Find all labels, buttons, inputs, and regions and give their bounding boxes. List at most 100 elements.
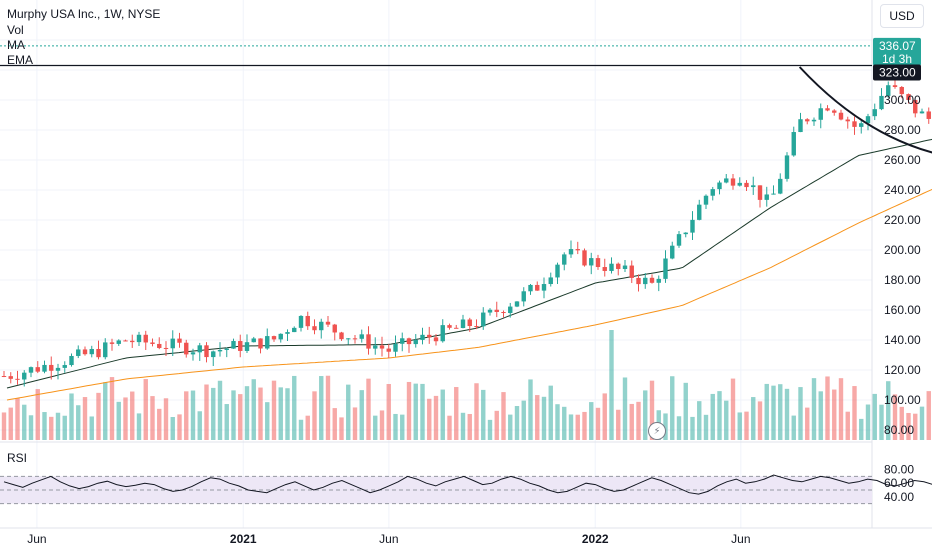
- volume-bar: [521, 400, 526, 440]
- candle-body: [697, 204, 702, 220]
- time-tick-label: 2022: [582, 532, 609, 546]
- volume-bar: [582, 411, 587, 440]
- volume-bar: [568, 414, 574, 440]
- chart-drawings: [0, 45, 932, 154]
- candle-body: [184, 342, 189, 355]
- volume-bar: [231, 390, 236, 440]
- candle-body: [575, 249, 580, 251]
- candle-body: [373, 345, 378, 349]
- volume-bar: [184, 391, 189, 440]
- candle-body: [845, 119, 850, 122]
- volume-bar: [805, 407, 810, 440]
- candle-body: [805, 119, 810, 122]
- candle-body: [103, 342, 108, 358]
- volume-bar: [170, 417, 175, 440]
- volume-bar: [643, 390, 648, 440]
- volume-bar: [89, 416, 94, 440]
- volume-bar: [548, 385, 553, 440]
- candle-body: [82, 349, 88, 355]
- volume-bar: [636, 401, 641, 440]
- candle-body: [1, 376, 7, 377]
- candle-body: [474, 326, 479, 328]
- candle-body: [204, 345, 209, 358]
- level-price-tag: [873, 64, 921, 81]
- candle-body: [521, 291, 526, 302]
- volume-bar: [589, 402, 594, 440]
- price-tick-label: 160.00: [884, 303, 921, 317]
- time-tick-label: 2021: [230, 532, 257, 546]
- volume-bar: [366, 378, 371, 440]
- volume-bar: [238, 394, 243, 440]
- price-axis[interactable]: 80.00 100.00 120.00 140.00 160.00 180.00 200.0…: [884, 93, 921, 504]
- volume-bar: [629, 403, 634, 440]
- volume-bar: [55, 412, 61, 440]
- candle-body: [116, 340, 121, 344]
- cup-arc: [798, 66, 932, 154]
- volume-bar: [116, 401, 121, 440]
- volume-bar: [413, 383, 418, 440]
- volume-bar: [737, 412, 742, 440]
- volume-bar: [143, 379, 148, 440]
- candlesticks: [1, 78, 931, 387]
- candle-body: [825, 108, 830, 111]
- volume-bar: [35, 389, 40, 440]
- candle-body: [899, 86, 904, 95]
- volume-bar: [764, 383, 769, 440]
- candle-body: [89, 348, 94, 355]
- volume-bar: [845, 411, 850, 440]
- candle-body: [197, 345, 202, 353]
- candle-body: [535, 284, 540, 291]
- volume-bar: [251, 379, 256, 440]
- volume-bar: [825, 376, 830, 440]
- rsi-label[interactable]: RSI: [7, 451, 28, 465]
- volume-bar: [265, 402, 270, 440]
- candle-body: [568, 249, 574, 255]
- candle-body: [771, 193, 776, 195]
- volume-bar: [784, 388, 790, 440]
- candle-body: [400, 338, 405, 344]
- volume-bar: [190, 390, 196, 440]
- candle-body: [487, 309, 493, 313]
- indicator-ma-label[interactable]: MA: [7, 38, 25, 52]
- candle-body: [690, 219, 695, 233]
- volume-bar: [609, 330, 614, 440]
- candle-body: [427, 334, 432, 338]
- volume-bar: [508, 414, 513, 440]
- indicator-vol-label[interactable]: Vol: [7, 23, 24, 37]
- volume-bar: [28, 415, 34, 440]
- volume-bar: [913, 413, 918, 440]
- countdown-value: 1d 3h: [882, 52, 912, 66]
- volume-bar: [670, 376, 675, 440]
- volume-bar: [744, 411, 749, 440]
- volume-bar: [339, 417, 344, 440]
- volume-bar: [379, 410, 385, 440]
- candle-body: [305, 315, 310, 327]
- candle-body: [764, 194, 769, 200]
- candle-body: [751, 185, 756, 188]
- candle-body: [528, 284, 533, 292]
- lightning-icon[interactable]: ⚡: [648, 422, 666, 440]
- rsi-line: [3, 474, 932, 495]
- volume-bar: [791, 415, 796, 440]
- candle-body: [717, 182, 722, 190]
- volume-bar: [832, 389, 837, 440]
- candle-body: [913, 99, 918, 114]
- candle-body: [595, 258, 601, 268]
- volume-bar: [278, 387, 283, 440]
- candle-body: [244, 342, 250, 351]
- volume-bar: [899, 406, 904, 440]
- rsi-tick-label: 80.00: [884, 463, 914, 477]
- volume-bar: [298, 419, 304, 440]
- candle-body: [163, 347, 169, 349]
- candle-body: [76, 349, 81, 356]
- volume-bar: [292, 375, 297, 440]
- time-axis[interactable]: Jun2021Jun2022Jun2023Jun2024Jun: [0, 527, 932, 546]
- price-tick-label: 140.00: [884, 333, 921, 347]
- volume-bar: [386, 384, 391, 440]
- candle-body: [298, 315, 304, 328]
- currency-button[interactable]: USD: [880, 4, 924, 28]
- candle-body: [832, 110, 837, 113]
- indicator-ema-label[interactable]: EMA: [7, 53, 34, 67]
- symbol-title[interactable]: Murphy USA Inc., 1W, NYSE: [7, 7, 161, 21]
